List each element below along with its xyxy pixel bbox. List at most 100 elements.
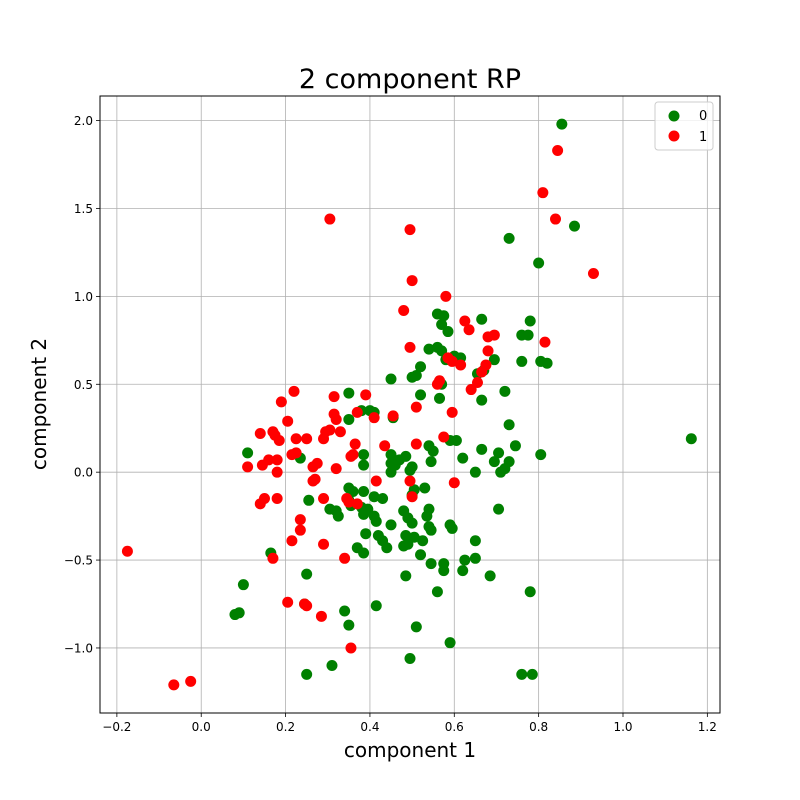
data-point bbox=[482, 331, 494, 343]
data-point bbox=[400, 529, 412, 541]
data-point bbox=[318, 493, 330, 505]
data-point bbox=[349, 438, 361, 450]
chart-title: 2 component RP bbox=[299, 64, 521, 95]
x-tick-label: 1.0 bbox=[613, 720, 632, 734]
legend-marker-0 bbox=[668, 110, 680, 122]
data-point bbox=[330, 413, 342, 425]
data-point bbox=[185, 675, 197, 687]
data-point bbox=[271, 493, 283, 505]
data-point bbox=[398, 304, 410, 316]
data-point bbox=[408, 531, 420, 543]
data-point bbox=[406, 491, 418, 503]
data-point bbox=[307, 475, 319, 487]
data-point bbox=[168, 679, 180, 691]
data-point bbox=[318, 433, 330, 445]
data-point bbox=[442, 326, 454, 338]
data-point bbox=[345, 450, 357, 462]
data-point bbox=[415, 389, 427, 401]
data-point bbox=[254, 498, 266, 510]
data-point bbox=[431, 586, 443, 598]
data-point bbox=[469, 535, 481, 547]
y-tick-label: 1.0 bbox=[74, 290, 93, 304]
data-point bbox=[334, 426, 346, 438]
data-point bbox=[381, 542, 393, 554]
legend-label-1: 1 bbox=[699, 130, 707, 145]
data-point bbox=[290, 447, 302, 459]
data-point bbox=[503, 419, 515, 431]
x-tick-label: 0.0 bbox=[192, 720, 211, 734]
data-point bbox=[550, 213, 562, 225]
data-point bbox=[410, 369, 422, 381]
data-point bbox=[493, 447, 505, 459]
data-point bbox=[446, 522, 458, 534]
data-points bbox=[121, 118, 697, 691]
data-point bbox=[476, 394, 488, 406]
data-point bbox=[685, 433, 697, 445]
data-point bbox=[423, 343, 435, 355]
x-axis-ticks: −0.2 0.0 0.2 0.4 0.6 0.8 1.0 1.2 bbox=[102, 713, 717, 734]
data-point bbox=[343, 619, 355, 631]
data-point bbox=[450, 435, 462, 447]
x-axis-label: component 1 bbox=[344, 738, 476, 762]
data-point bbox=[242, 447, 254, 459]
data-point bbox=[415, 549, 427, 561]
data-point bbox=[360, 528, 372, 540]
data-point bbox=[301, 433, 313, 445]
data-point bbox=[301, 668, 313, 680]
data-point bbox=[330, 463, 342, 475]
data-point bbox=[410, 438, 422, 450]
data-point bbox=[425, 456, 437, 468]
data-point bbox=[294, 514, 306, 526]
data-point bbox=[446, 355, 458, 367]
data-point bbox=[358, 486, 370, 498]
data-point bbox=[377, 493, 389, 505]
data-point bbox=[360, 389, 372, 401]
data-point bbox=[404, 475, 416, 487]
data-point bbox=[271, 454, 283, 466]
x-tick-label: 0.4 bbox=[360, 720, 379, 734]
data-point bbox=[385, 373, 397, 385]
data-point bbox=[326, 660, 338, 672]
data-point bbox=[237, 579, 249, 591]
data-point bbox=[434, 392, 446, 404]
data-point bbox=[503, 232, 515, 244]
data-point bbox=[368, 412, 380, 424]
data-point bbox=[476, 313, 488, 325]
x-tick-label: 0.8 bbox=[529, 720, 548, 734]
data-point bbox=[385, 466, 397, 478]
data-point bbox=[387, 410, 399, 422]
data-point bbox=[339, 605, 351, 617]
data-point bbox=[568, 220, 580, 232]
data-point bbox=[459, 554, 471, 566]
data-point bbox=[368, 491, 380, 503]
data-point bbox=[516, 355, 528, 367]
x-tick-label: 1.2 bbox=[698, 720, 717, 734]
data-point bbox=[499, 385, 511, 397]
data-point bbox=[419, 482, 431, 494]
data-point bbox=[271, 466, 283, 478]
data-point bbox=[526, 668, 538, 680]
data-point bbox=[290, 433, 302, 445]
data-point bbox=[404, 224, 416, 236]
data-point bbox=[282, 596, 294, 608]
y-tick-label: 1.5 bbox=[74, 202, 93, 216]
data-point bbox=[484, 570, 496, 582]
data-point bbox=[370, 600, 382, 612]
data-point bbox=[495, 466, 507, 478]
data-point bbox=[488, 354, 500, 366]
data-point bbox=[242, 461, 254, 473]
data-point bbox=[343, 387, 355, 399]
data-point bbox=[425, 558, 437, 570]
data-point bbox=[351, 498, 363, 510]
data-point bbox=[343, 413, 355, 425]
data-point bbox=[385, 519, 397, 531]
data-point bbox=[254, 428, 266, 440]
data-point bbox=[410, 621, 422, 633]
data-point bbox=[488, 456, 500, 468]
data-point bbox=[282, 415, 294, 427]
data-point bbox=[229, 609, 241, 621]
data-point bbox=[256, 459, 268, 471]
data-point bbox=[370, 515, 382, 527]
data-point bbox=[427, 445, 439, 457]
data-point bbox=[516, 668, 528, 680]
